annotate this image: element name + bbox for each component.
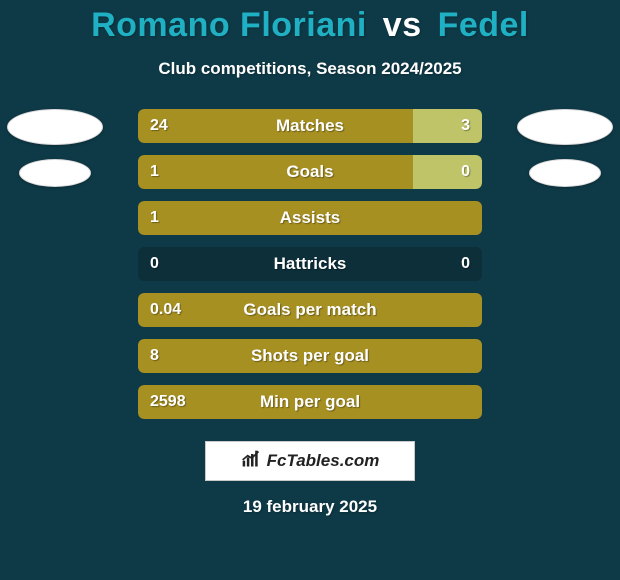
stat-row: Matches24 3 xyxy=(138,109,482,143)
infographic-container: Romano Floriani vs Fedel Club competitio… xyxy=(0,0,620,580)
stat-label: Matches xyxy=(138,109,482,143)
stat-row: Shots per goal8 xyxy=(138,339,482,373)
avatar-player2 xyxy=(517,109,613,145)
stat-label: Hattricks xyxy=(138,247,482,281)
page-title: Romano Floriani vs Fedel xyxy=(0,6,620,45)
player1-name: Romano Floriani xyxy=(91,6,367,44)
brand-text: FcTables.com xyxy=(267,451,380,471)
stat-label: Goals xyxy=(138,155,482,189)
stat-row: Min per goal2598 xyxy=(138,385,482,419)
team-badge-player2 xyxy=(529,159,601,187)
stat-value-left: 1 xyxy=(138,201,171,235)
stat-value-right: 3 xyxy=(449,109,482,143)
stat-label: Assists xyxy=(138,201,482,235)
stat-value-left: 2598 xyxy=(138,385,198,419)
avatar-column-right xyxy=(510,109,620,187)
stat-row: Assists1 xyxy=(138,201,482,235)
avatar-player1 xyxy=(7,109,103,145)
stat-row: Goals per match0.04 xyxy=(138,293,482,327)
stats-area: Matches243Goals10Assists1Hattricks00Goal… xyxy=(0,109,620,419)
stat-value-left: 24 xyxy=(138,109,180,143)
stat-value-left: 0.04 xyxy=(138,293,193,327)
stat-value-left: 0 xyxy=(138,247,171,281)
team-badge-player1 xyxy=(19,159,91,187)
brand-box: FcTables.com xyxy=(205,441,415,481)
stat-value-left: 1 xyxy=(138,155,171,189)
title-vs: vs xyxy=(383,6,422,44)
avatar-column-left xyxy=(0,109,110,187)
chart-icon xyxy=(241,449,261,474)
stat-value-right: 0 xyxy=(449,247,482,281)
player2-name: Fedel xyxy=(438,6,529,44)
stat-value-left: 8 xyxy=(138,339,171,373)
stat-value-right: 0 xyxy=(449,155,482,189)
stat-rows: Matches243Goals10Assists1Hattricks00Goal… xyxy=(138,109,482,419)
stat-row: Hattricks0 0 xyxy=(138,247,482,281)
stat-row: Goals1 0 xyxy=(138,155,482,189)
subtitle: Club competitions, Season 2024/2025 xyxy=(0,59,620,79)
footer-date: 19 february 2025 xyxy=(0,497,620,517)
stat-label: Shots per goal xyxy=(138,339,482,373)
